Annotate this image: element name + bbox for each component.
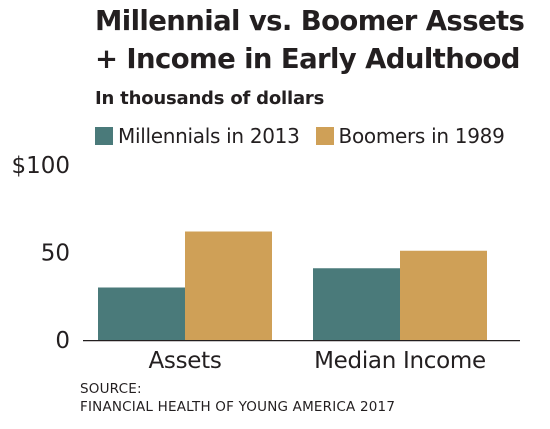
chart-title-line-2: + Income in Early Adulthood	[95, 43, 520, 75]
y-tick-label-100: $100	[11, 153, 70, 179]
category-label-median-income: Median Income	[314, 348, 486, 374]
legend-swatch-boomers	[315, 127, 334, 145]
y-tick-label-0: 0	[55, 328, 70, 354]
y-tick-label-50: 50	[41, 241, 70, 267]
bar-assets-series-0	[98, 287, 185, 340]
source-note: SOURCE: FINANCIAL HEALTH OF YOUNG AMERIC…	[80, 380, 395, 416]
legend: Millennials in 2013 Boomers in 1989	[95, 123, 521, 149]
source-label: SOURCE:	[80, 381, 142, 397]
legend-label-boomers: Boomers in 1989	[338, 124, 505, 148]
source-text: FINANCIAL HEALTH OF YOUNG AMERICA 2017	[80, 399, 396, 415]
legend-swatch-millennials	[95, 127, 113, 145]
chart-title: Millennial vs. Boomer Assets + Income in…	[95, 2, 545, 78]
chart-subtitle: In thousands of dollars	[95, 88, 325, 109]
bars	[98, 231, 487, 340]
legend-item-millennials: Millennials in 2013	[95, 124, 300, 148]
legend-item-boomers: Boomers in 1989	[315, 124, 505, 148]
x-axis-category-labels: Assets Median Income	[148, 348, 486, 374]
category-label-assets: Assets	[148, 348, 221, 374]
y-axis-ticks: 0 50 $100	[11, 153, 70, 354]
bar-assets-series-1	[185, 231, 272, 340]
bar-median-income-series-1	[400, 250, 487, 340]
bar-median-income-series-0	[313, 268, 400, 340]
chart-title-line-1: Millennial vs. Boomer Assets	[95, 5, 525, 37]
legend-label-millennials: Millennials in 2013	[118, 124, 300, 148]
